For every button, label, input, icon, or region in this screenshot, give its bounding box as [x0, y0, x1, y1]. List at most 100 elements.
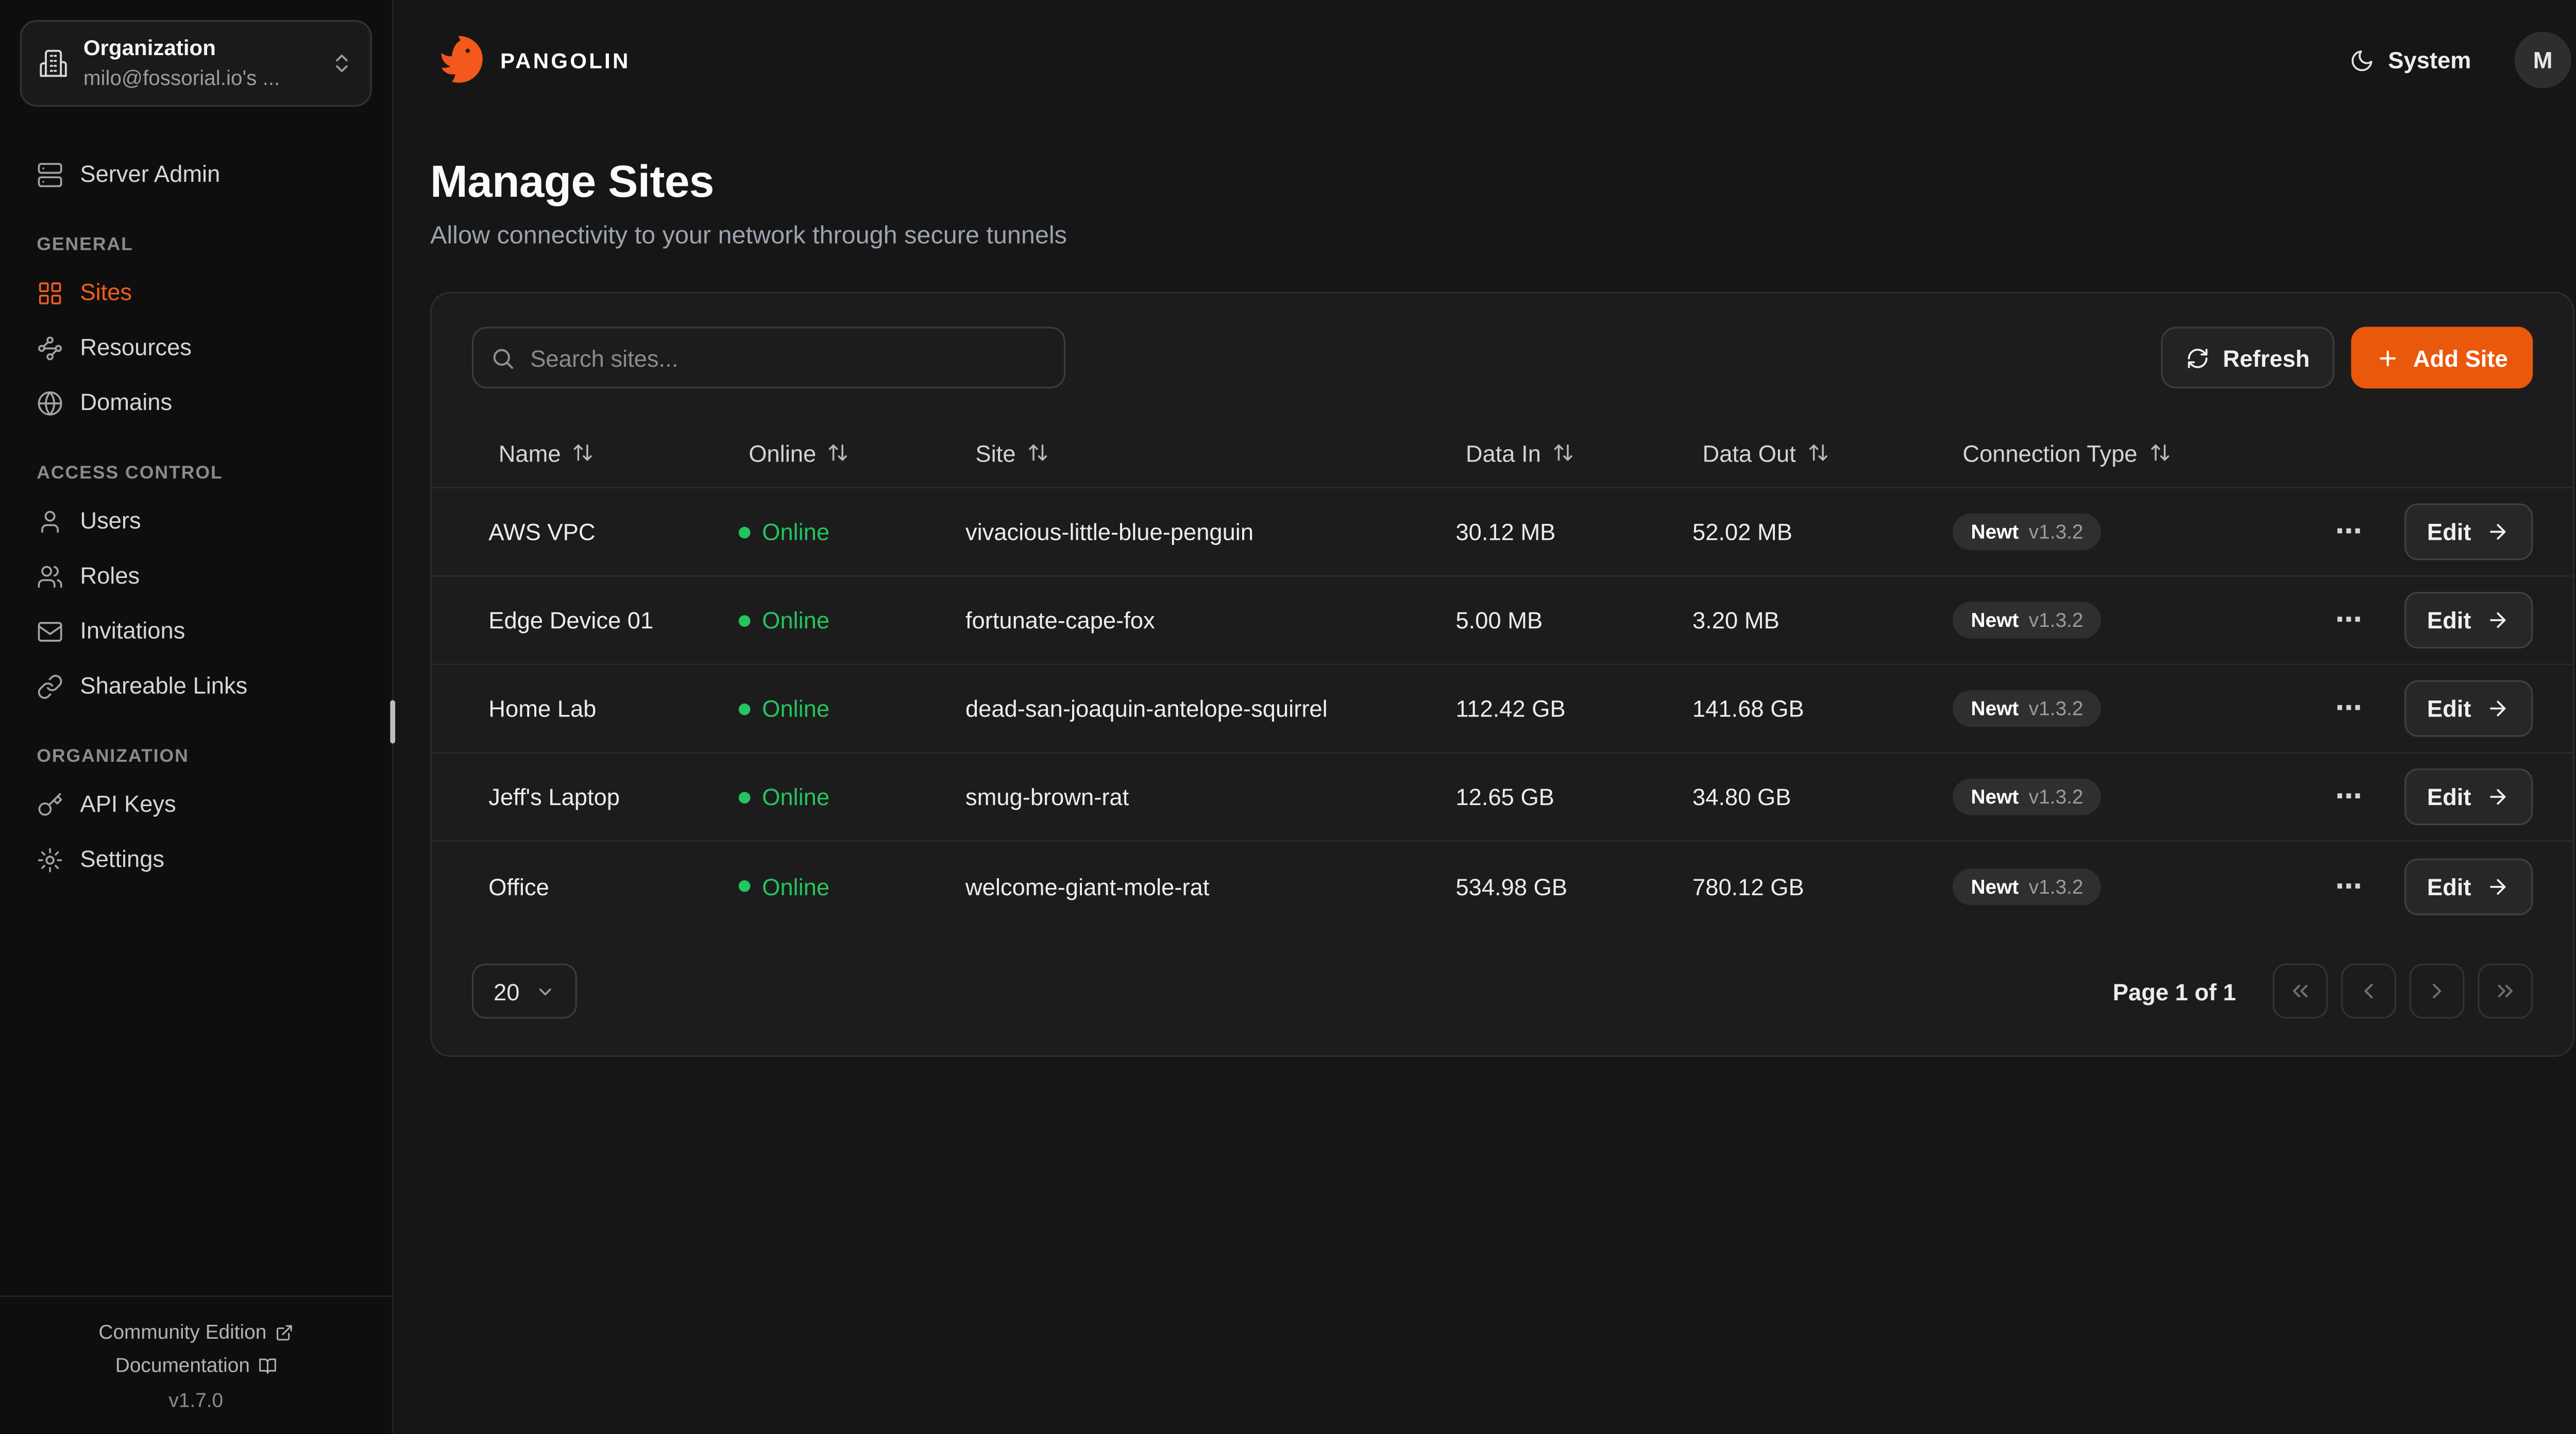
cell-name: Jeff's Laptop — [488, 783, 620, 810]
chevrons-left-icon — [2287, 979, 2313, 1004]
edit-button[interactable]: Edit — [2403, 591, 2533, 648]
add-site-label: Add Site — [2413, 344, 2508, 371]
column-header-data-in[interactable]: Data In — [1439, 439, 1676, 466]
globe-icon — [37, 389, 63, 416]
sidebar-item-settings[interactable]: Settings — [20, 832, 372, 887]
sidebar-footer: Community Edition Documentation v1.7.0 — [0, 1295, 392, 1434]
sidebar-item-users[interactable]: Users — [20, 493, 372, 549]
cell-site: fortunate-cape-fox — [965, 607, 1155, 634]
org-selector-subtitle: milo@fossorial.io's ... — [83, 66, 280, 90]
cell-data-out: 780.12 GB — [1692, 873, 1804, 900]
connection-type-badge: Newt v1.3.2 — [1952, 690, 2102, 727]
sidebar-resize-handle[interactable] — [390, 700, 396, 744]
sidebar-item-label: Shareable Links — [80, 672, 248, 699]
row-menu-button[interactable]: ⋯ — [2332, 685, 2367, 732]
add-site-button[interactable]: Add Site — [2351, 327, 2533, 389]
status-online: Online — [722, 607, 948, 634]
page-size-select[interactable]: 20 — [471, 963, 577, 1019]
edit-button[interactable]: Edit — [2403, 503, 2533, 560]
column-header-connection-type[interactable]: Connection Type — [1936, 439, 2323, 466]
edit-button[interactable]: Edit — [2403, 680, 2533, 737]
edit-button[interactable]: Edit — [2403, 858, 2533, 915]
column-header-online[interactable]: Online — [722, 439, 948, 466]
arrow-right-icon — [2486, 875, 2510, 898]
resources-icon — [37, 334, 63, 361]
community-edition-link[interactable]: Community Edition — [0, 1316, 392, 1349]
sidebar-item-roles[interactable]: Roles — [20, 549, 372, 604]
sidebar-nav: Server Admin GENERAL Sites — [0, 127, 392, 887]
sidebar-item-label: Roles — [80, 561, 140, 589]
page-subtitle: Allow connectivity to your network throu… — [430, 221, 1067, 250]
cell-data-out: 141.68 GB — [1692, 695, 1804, 722]
edit-button[interactable]: Edit — [2403, 769, 2533, 826]
cell-connection-type: Newt v1.3.2 — [1936, 867, 2323, 904]
column-header-name[interactable]: Name — [472, 439, 722, 466]
row-menu-button[interactable]: ⋯ — [2332, 508, 2367, 555]
user-icon — [37, 508, 63, 535]
table-row: AWS VPC Online vivacious-little-blue-pen… — [432, 488, 2573, 577]
column-header-data-out[interactable]: Data Out — [1676, 439, 1936, 466]
pagination-next-button[interactable] — [2409, 963, 2465, 1019]
documentation-link[interactable]: Documentation — [0, 1348, 392, 1382]
brand[interactable]: PANGOLIN — [430, 31, 631, 88]
sidebar-item-resources[interactable]: Resources — [20, 320, 372, 375]
pagination-last-button[interactable] — [2478, 963, 2533, 1019]
sidebar-section-access-control: ACCESS CONTROL — [37, 463, 223, 484]
connection-type-badge: Newt v1.3.2 — [1952, 867, 2102, 904]
chevron-down-icon — [535, 981, 555, 1001]
sidebar: Organization milo@fossorial.io's ... Ser… — [0, 0, 396, 1434]
sidebar-item-domains[interactable]: Domains — [20, 375, 372, 430]
row-actions: ⋯ Edit — [2323, 858, 2533, 915]
sidebar-item-api-keys[interactable]: API Keys — [20, 777, 372, 832]
sidebar-item-server-admin[interactable]: Server Admin — [20, 147, 372, 202]
search-input[interactable] — [471, 327, 1066, 389]
pagination-prev-button[interactable] — [2341, 963, 2396, 1019]
sidebar-item-label: Invitations — [80, 617, 185, 644]
page-indicator: Page 1 of 1 — [2112, 978, 2236, 1004]
documentation-label: Documentation — [115, 1354, 250, 1377]
avatar[interactable]: M — [2514, 31, 2571, 89]
gear-icon — [37, 846, 63, 873]
sidebar-item-label: Sites — [80, 278, 132, 305]
row-menu-button[interactable]: ⋯ — [2332, 597, 2367, 644]
table-row: Jeff's Laptop Online smug-brown-rat 12.6… — [432, 754, 2573, 842]
table-body: AWS VPC Online vivacious-little-blue-pen… — [432, 488, 2573, 930]
arrow-right-icon — [2486, 697, 2510, 720]
row-menu-button[interactable]: ⋯ — [2332, 774, 2367, 821]
sites-card: Refresh Add Site — [430, 292, 2575, 1057]
chevrons-right-icon — [2493, 979, 2518, 1004]
cell-site: welcome-giant-mole-rat — [965, 873, 1210, 900]
community-edition-label: Community Edition — [98, 1320, 267, 1344]
theme-label: System — [2388, 46, 2471, 74]
row-actions: ⋯ Edit — [2323, 680, 2533, 737]
sort-icon — [2149, 442, 2171, 464]
status-online: Online — [722, 519, 948, 545]
sort-icon — [1027, 442, 1049, 464]
cell-data-in: 5.00 MB — [1455, 607, 1543, 634]
mail-icon — [37, 618, 63, 644]
cell-site: smug-brown-rat — [965, 783, 1129, 810]
sidebar-item-invitations[interactable]: Invitations — [20, 604, 372, 659]
chevrons-up-down-icon — [330, 52, 353, 75]
cell-data-out: 52.02 MB — [1692, 518, 1793, 545]
refresh-button[interactable]: Refresh — [2161, 327, 2335, 389]
row-actions: ⋯ Edit — [2323, 591, 2533, 648]
column-header-site[interactable]: Site — [949, 439, 1439, 466]
table-footer: 20 Page 1 of 1 — [432, 930, 2573, 1055]
table-row: Home Lab Online dead-san-joaquin-antelop… — [432, 665, 2573, 754]
row-menu-button[interactable]: ⋯ — [2332, 863, 2367, 910]
pagination-first-button[interactable] — [2273, 963, 2328, 1019]
toolbar-buttons: Refresh Add Site — [2161, 327, 2533, 389]
theme-selector[interactable]: System — [2340, 45, 2481, 75]
page-content: Manage Sites Allow connectivity to your … — [394, 120, 2576, 1057]
topbar: PANGOLIN System M — [394, 0, 2576, 120]
pangolin-logo-icon — [430, 31, 487, 88]
sidebar-item-shareable-links[interactable]: Shareable Links — [20, 658, 372, 713]
sidebar-item-sites[interactable]: Sites — [20, 265, 372, 320]
table-row: Office Online welcome-giant-mole-rat 534… — [432, 842, 2573, 930]
status-online: Online — [722, 783, 948, 810]
sidebar-section-organization: ORGANIZATION — [37, 746, 189, 767]
org-selector[interactable]: Organization milo@fossorial.io's ... — [20, 20, 372, 107]
sidebar-item-label: Resources — [80, 333, 192, 361]
